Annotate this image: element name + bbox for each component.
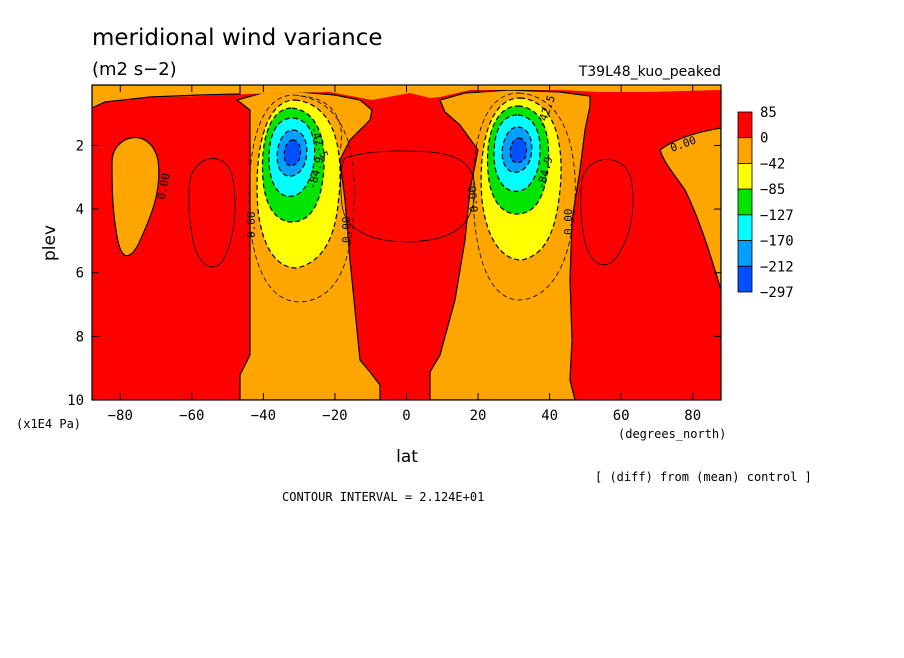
x-units: (degrees_north) <box>618 427 726 441</box>
legend-swatch <box>737 188 753 216</box>
x-tick-label: −80 <box>108 408 133 424</box>
legend-label: 85 <box>760 105 777 121</box>
case-label: T39L48_kuo_peaked <box>578 64 721 80</box>
x-tick-label: 40 <box>541 408 558 424</box>
contour-label: 0.00 <box>340 217 353 244</box>
orange-region-top-left <box>92 85 241 109</box>
y-tick-label: 2 <box>76 138 84 154</box>
y-axis: 2 4 6 8 10 <box>67 138 721 409</box>
x-tick-label: 20 <box>470 408 487 424</box>
sh-jet-core <box>256 99 341 269</box>
chart-subtitle: (m2 s−2) <box>92 59 177 80</box>
chart-title: meridional wind variance <box>92 25 383 51</box>
legend-label: −170 <box>760 234 794 250</box>
legend-swatch <box>737 137 753 164</box>
y-tick-label: 10 <box>67 393 84 409</box>
y-units: (x1E4 Pa) <box>16 417 81 431</box>
y-axis-label: plev <box>40 225 60 261</box>
background-fill <box>92 85 721 400</box>
diff-note: [ (diff) from (mean) control ] <box>595 470 812 484</box>
dashed-contours <box>248 92 576 303</box>
x-tick-label: 80 <box>684 408 701 424</box>
legend-swatch <box>737 265 753 293</box>
nh-jet-core <box>480 97 562 261</box>
legend-swatch <box>737 163 753 190</box>
x-tick-label: −60 <box>179 408 204 424</box>
y-tick-label: 6 <box>76 266 84 282</box>
legend-label: −297 <box>760 285 794 301</box>
legend-label: −42 <box>760 156 785 172</box>
x-tick-label: −20 <box>322 408 347 424</box>
x-axis-label: lat <box>396 447 418 467</box>
contour-label: 0.00 <box>562 209 575 236</box>
legend-label: −127 <box>760 208 794 224</box>
plot-area: 0.00 0.00 0.00 0.00 0.00 0.00 -42.5 -84.… <box>92 85 721 400</box>
orange-region-nh-edge <box>659 127 721 291</box>
legend-label: −212 <box>760 259 794 275</box>
legend-label: −85 <box>760 182 785 198</box>
orange-region-sh-lobe <box>111 136 160 257</box>
x-tick-label: 60 <box>613 408 630 424</box>
y-tick-label: 8 <box>76 329 84 345</box>
x-axis: −80 −60 −40 −20 0 20 40 60 80 <box>108 85 701 424</box>
legend-swatch <box>737 111 753 139</box>
contour-label: 0.00 <box>155 172 172 200</box>
orange-region-top-band <box>92 85 721 100</box>
contour-label: 0.00 <box>466 185 481 213</box>
legend-swatch <box>737 240 753 267</box>
contour-label: 0.00 <box>245 212 258 239</box>
legend-label: 0 <box>760 131 768 147</box>
y-tick-label: 4 <box>76 202 84 218</box>
color-legend: 85 0 −42 −85 −127 −170 −212 −297 <box>737 105 794 301</box>
x-tick-label: −40 <box>251 408 276 424</box>
x-tick-label: 0 <box>402 408 410 424</box>
solid-contours <box>188 150 634 268</box>
legend-swatch <box>737 214 753 241</box>
contour-interval: CONTOUR INTERVAL = 2.124E+01 <box>282 490 484 504</box>
